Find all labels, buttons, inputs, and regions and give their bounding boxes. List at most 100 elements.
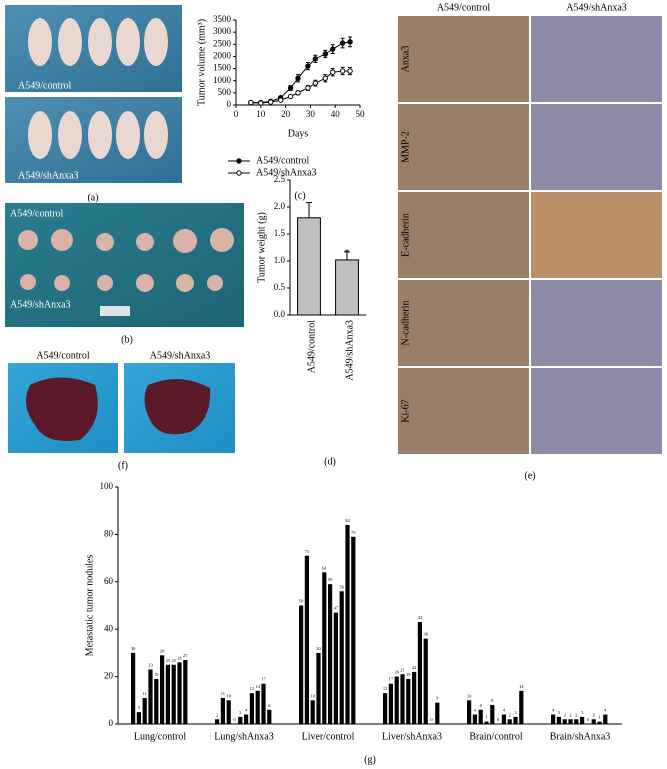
value-label: 4 (604, 708, 607, 713)
photo (531, 280, 662, 366)
photo-label: A549/control (36, 350, 90, 361)
bar (568, 719, 573, 724)
value-label: 6 (480, 703, 483, 708)
bar (142, 697, 147, 724)
value-label: 11 (221, 691, 225, 696)
bar (220, 697, 225, 724)
photo (531, 192, 662, 278)
bar (507, 719, 512, 724)
y-tick-label: 2500 (213, 38, 232, 48)
y-axis-label: Metastatic tumor nodules (84, 555, 95, 657)
bar (304, 555, 309, 724)
marker (347, 39, 353, 45)
y-tick-label: 2.0 (274, 201, 286, 211)
bar (322, 572, 327, 724)
bar (513, 716, 518, 724)
bar (501, 714, 506, 724)
panel-label: (a) (87, 192, 98, 203)
bar (177, 662, 182, 724)
value-label: 20 (394, 670, 399, 675)
value-label: 30 (131, 646, 136, 651)
value-label: 1 (485, 715, 487, 720)
bar (435, 702, 440, 724)
ruler (100, 306, 130, 316)
value-label: 11 (143, 691, 147, 696)
value-label: 1 (598, 715, 600, 720)
y-tick-label: 3500 (213, 14, 232, 24)
bar (255, 690, 260, 724)
y-tick-label: 0 (109, 718, 114, 728)
photo (398, 368, 529, 454)
photo (398, 104, 529, 190)
photo-label: A549/control (18, 80, 72, 91)
marker (322, 75, 328, 81)
value-label: 13 (383, 686, 388, 691)
value-label: 43 (418, 615, 423, 620)
tumor-shapes (18, 228, 234, 292)
bar (478, 709, 483, 724)
value-label: 10 (226, 693, 231, 698)
bar (556, 716, 561, 724)
bar (316, 652, 321, 724)
photo (398, 192, 529, 278)
bar (383, 693, 388, 724)
bar (165, 664, 170, 724)
value-label: 21 (400, 667, 405, 672)
bar (417, 622, 422, 724)
bar (267, 709, 272, 724)
value-label: 4 (245, 708, 248, 713)
bar (299, 605, 304, 724)
value-label: 2 (593, 712, 595, 717)
bar (171, 664, 176, 724)
bar (310, 700, 315, 724)
value-label: 17 (261, 677, 266, 682)
bar (183, 660, 188, 724)
photo-label: A549/control (10, 208, 64, 219)
bar (484, 721, 489, 724)
bar (603, 714, 608, 724)
y-tick-label: 20 (104, 671, 114, 681)
y-tick-label: 3000 (213, 26, 232, 36)
bar (148, 669, 153, 724)
value-label: 4 (503, 708, 506, 713)
bar (226, 700, 231, 724)
bar (551, 714, 556, 724)
value-label: 19 (406, 672, 411, 677)
bar (574, 719, 579, 724)
marker (287, 93, 294, 100)
mice-shapes (28, 18, 168, 159)
value-label: 3 (239, 710, 242, 715)
value-label: 23 (148, 663, 153, 668)
bar (160, 655, 165, 724)
marker (287, 85, 294, 91)
y-tick-label: 2.5 (274, 174, 286, 184)
y-tick-label: 2000 (213, 50, 232, 60)
value-label: 5 (138, 705, 141, 710)
error-bar (344, 251, 350, 260)
panel-label: (d) (324, 456, 336, 467)
y-tick-label: 60 (104, 576, 114, 586)
marker (277, 97, 284, 103)
liver-shape (144, 379, 211, 435)
y-tick-label: 1000 (213, 75, 232, 85)
bar (131, 652, 136, 724)
y-tick-label: 0 (227, 99, 232, 109)
marker (295, 90, 301, 96)
marker (312, 80, 319, 86)
value-label: 2 (564, 712, 566, 717)
bar (351, 536, 356, 724)
value-label: 27 (183, 653, 188, 658)
x-tick-label: A549/control (306, 320, 317, 374)
value-label: 3 (581, 710, 584, 715)
photo (531, 368, 662, 454)
marker (295, 75, 301, 81)
significance-mark: * (345, 248, 350, 259)
y-tick-label: 500 (218, 87, 232, 97)
value-label: 0 (233, 717, 236, 722)
bar (400, 674, 405, 724)
bar (406, 678, 411, 724)
bar (388, 683, 393, 724)
panel-label: (g) (364, 754, 376, 765)
marker (339, 68, 346, 74)
marker (347, 68, 353, 74)
